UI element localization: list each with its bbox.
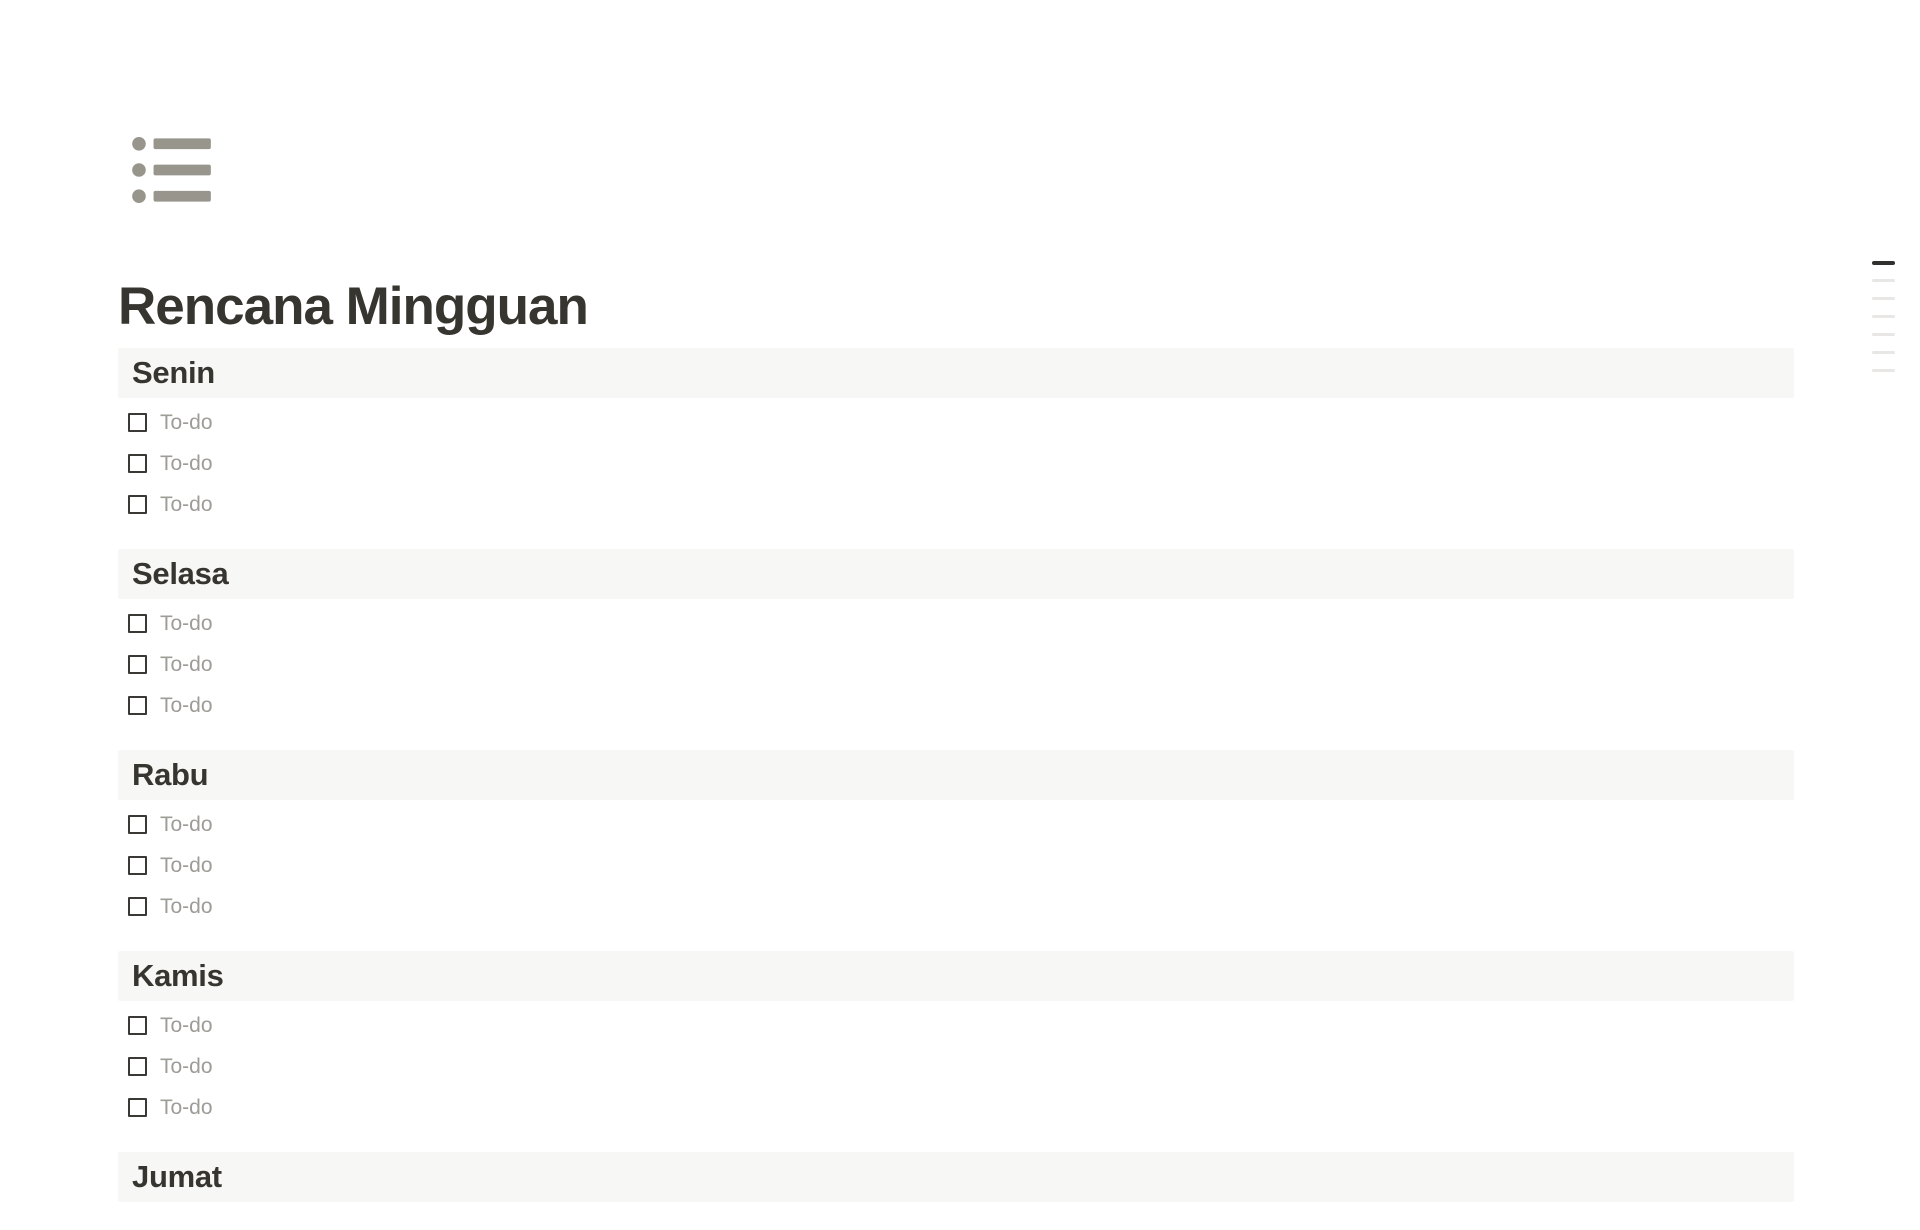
todo-checkbox[interactable] (128, 454, 147, 473)
section-heading[interactable]: Rabu (118, 750, 1794, 800)
todo-checkbox[interactable] (128, 1057, 147, 1076)
todo-checkbox[interactable] (128, 614, 147, 633)
todo-label[interactable]: To-do (160, 853, 213, 877)
outline-dash[interactable] (1872, 369, 1895, 372)
todo-label[interactable]: To-do (160, 1013, 213, 1037)
todo-list: To-do To-do To-do (118, 398, 1794, 525)
todo-list: To-do To-do To-do (118, 1001, 1794, 1128)
outline-dash[interactable] (1872, 315, 1895, 318)
todo-label[interactable]: To-do (160, 492, 213, 516)
todo-label[interactable]: To-do (160, 451, 213, 475)
todo-label[interactable]: To-do (160, 652, 213, 676)
todo-list (118, 1202, 1794, 1206)
bulleted-list-icon (132, 136, 211, 204)
todo-label[interactable]: To-do (160, 1054, 213, 1078)
outline-dash[interactable] (1872, 261, 1895, 265)
day-section: Rabu To-do To-do To-do (118, 750, 1794, 927)
todo-row: To-do (118, 484, 1794, 525)
outline-dash[interactable] (1872, 279, 1895, 282)
todo-checkbox[interactable] (128, 495, 147, 514)
section-heading[interactable]: Jumat (118, 1152, 1794, 1202)
todo-row: To-do (118, 886, 1794, 927)
todo-row: To-do (118, 804, 1794, 845)
todo-list: To-do To-do To-do (118, 800, 1794, 927)
outline-dash[interactable] (1872, 333, 1895, 336)
page-icon[interactable] (131, 136, 213, 204)
todo-label[interactable]: To-do (160, 693, 213, 717)
section-heading-label: Senin (132, 355, 215, 390)
todo-checkbox[interactable] (128, 1098, 147, 1117)
todo-row: To-do (118, 685, 1794, 726)
todo-row: To-do (118, 443, 1794, 484)
sections: Senin To-do To-do To-do Selasa To-do To-… (118, 348, 1794, 1230)
todo-row: To-do (118, 402, 1794, 443)
todo-label[interactable]: To-do (160, 410, 213, 434)
todo-label[interactable]: To-do (160, 1095, 213, 1119)
section-heading-label: Jumat (132, 1159, 222, 1194)
section-heading[interactable]: Senin (118, 348, 1794, 398)
todo-row: To-do (118, 1087, 1794, 1128)
todo-checkbox[interactable] (128, 696, 147, 715)
todo-checkbox[interactable] (128, 1016, 147, 1035)
todo-checkbox[interactable] (128, 897, 147, 916)
section-heading-label: Kamis (132, 958, 224, 993)
page-title[interactable]: Rencana Mingguan (118, 276, 589, 336)
todo-row: To-do (118, 1046, 1794, 1087)
section-heading-label: Rabu (132, 757, 209, 792)
day-section: Senin To-do To-do To-do (118, 348, 1794, 525)
todo-list: To-do To-do To-do (118, 599, 1794, 726)
section-heading[interactable]: Kamis (118, 951, 1794, 1001)
todo-checkbox[interactable] (128, 856, 147, 875)
day-section: Kamis To-do To-do To-do (118, 951, 1794, 1128)
page-outline[interactable] (1872, 261, 1895, 387)
todo-label[interactable]: To-do (160, 611, 213, 635)
todo-checkbox[interactable] (128, 815, 147, 834)
todo-row: To-do (118, 603, 1794, 644)
todo-checkbox[interactable] (128, 413, 147, 432)
section-heading-label: Selasa (132, 556, 229, 591)
day-section: Selasa To-do To-do To-do (118, 549, 1794, 726)
outline-dash[interactable] (1872, 297, 1895, 300)
todo-row: To-do (118, 644, 1794, 685)
day-section: Jumat (118, 1152, 1794, 1206)
todo-row: To-do (118, 1005, 1794, 1046)
todo-row: To-do (118, 845, 1794, 886)
todo-label[interactable]: To-do (160, 894, 213, 918)
todo-checkbox[interactable] (128, 655, 147, 674)
todo-label[interactable]: To-do (160, 812, 213, 836)
outline-dash[interactable] (1872, 351, 1895, 354)
section-heading[interactable]: Selasa (118, 549, 1794, 599)
